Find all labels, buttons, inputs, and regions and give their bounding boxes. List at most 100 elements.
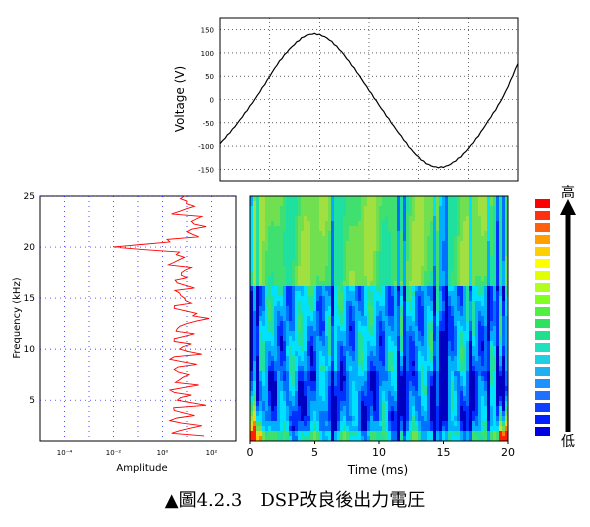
spectrogram-cell bbox=[295, 296, 299, 302]
spectrogram-cell bbox=[400, 351, 404, 357]
spectrogram-cell bbox=[451, 361, 455, 367]
spectrogram-cell bbox=[469, 296, 473, 302]
spectrogram-cell bbox=[301, 371, 305, 377]
spectrogram-cell bbox=[316, 326, 320, 332]
spectrogram-cell bbox=[475, 266, 479, 272]
spectrogram-cell bbox=[313, 226, 317, 232]
spectrogram-cell bbox=[313, 316, 317, 322]
spectrogram-cell bbox=[394, 311, 398, 317]
spectrogram-cell bbox=[331, 356, 335, 362]
spectrogram-cell bbox=[328, 266, 332, 272]
spectrogram-cell bbox=[376, 286, 380, 292]
spectrogram-cell bbox=[397, 226, 401, 232]
spectrogram-cell bbox=[463, 316, 467, 322]
spectrogram-cell bbox=[388, 331, 392, 337]
spectrogram-cell bbox=[490, 391, 494, 397]
spectrogram-cell bbox=[352, 246, 356, 252]
spectrogram-cell bbox=[409, 256, 413, 262]
spectrogram-cell bbox=[265, 296, 269, 302]
spectrogram-cell bbox=[289, 296, 293, 302]
spectrogram-cell bbox=[433, 291, 437, 297]
spectrogram-cell bbox=[271, 346, 275, 352]
spectrogram-cell bbox=[292, 321, 296, 327]
spectrogram-cell bbox=[481, 331, 485, 337]
spectrogram-cell bbox=[472, 261, 476, 267]
spectrogram-cell bbox=[385, 266, 389, 272]
spectrogram-cell bbox=[472, 201, 476, 207]
spectrogram-cell bbox=[382, 396, 386, 402]
spectrogram-cell bbox=[439, 431, 443, 437]
spectrogram-cell bbox=[403, 236, 407, 242]
spectrogram-cell bbox=[262, 341, 266, 347]
spectrogram-cell bbox=[487, 196, 491, 202]
spectrogram-cell bbox=[430, 416, 434, 422]
spectrogram-cell bbox=[292, 296, 296, 302]
spectrogram-cell bbox=[454, 216, 458, 222]
spectrogram-cell bbox=[400, 311, 404, 317]
spectrogram-cell bbox=[307, 236, 311, 242]
spectrogram-cell bbox=[454, 221, 458, 227]
spectrogram-cell bbox=[397, 306, 401, 312]
spectrogram-cell bbox=[481, 346, 485, 352]
spectrogram-cell bbox=[271, 321, 275, 327]
spectrogram-cell bbox=[493, 241, 497, 247]
spectrogram-cell bbox=[382, 226, 386, 232]
spectrogram-cell bbox=[316, 336, 320, 342]
spectrogram-cell bbox=[379, 356, 383, 362]
spectrogram-cell bbox=[340, 421, 344, 427]
spectrogram-cell bbox=[484, 311, 488, 317]
spectrogram-cell bbox=[346, 321, 350, 327]
spectrogram-cell bbox=[424, 421, 428, 427]
spectrogram-cell bbox=[328, 251, 332, 257]
spectrogram-cell bbox=[373, 326, 377, 332]
spectrogram-cell bbox=[370, 331, 374, 337]
spectrogram-cell bbox=[274, 276, 278, 282]
spectrogram-cell bbox=[424, 386, 428, 392]
spectrogram-cell bbox=[454, 196, 458, 202]
spectrogram-cell bbox=[400, 216, 404, 222]
spectrogram-cell bbox=[502, 281, 506, 287]
spectrogram-cell bbox=[382, 271, 386, 277]
spectrogram-cell bbox=[304, 296, 308, 302]
spectrogram-cell bbox=[472, 226, 476, 232]
spectrogram-cell bbox=[277, 206, 281, 212]
spectrogram-cell bbox=[445, 326, 449, 332]
spectrogram-cell bbox=[340, 411, 344, 417]
spectrogram-cell bbox=[328, 291, 332, 297]
spectrogram-cell bbox=[388, 306, 392, 312]
spectrogram-cell bbox=[262, 391, 266, 397]
spectrogram-cell bbox=[406, 261, 410, 267]
spectrogram-cell bbox=[337, 326, 341, 332]
spectrogram-cell bbox=[388, 281, 392, 287]
spectrogram-cell bbox=[403, 286, 407, 292]
spectrogram-cell bbox=[484, 396, 488, 402]
spectrogram-cell bbox=[421, 421, 425, 427]
spectrogram-cell bbox=[481, 406, 485, 412]
spectrogram-cell bbox=[490, 256, 494, 262]
spectrogram-cell bbox=[496, 331, 500, 337]
colorbar: 高 低 bbox=[535, 184, 576, 450]
spectrogram-cell bbox=[379, 291, 383, 297]
spectrogram-cell bbox=[505, 256, 508, 262]
spectrogram-cell bbox=[349, 321, 353, 327]
spectrogram-cell bbox=[382, 291, 386, 297]
spectrogram-cell bbox=[409, 251, 413, 257]
spectrogram-cell bbox=[313, 391, 317, 397]
spectrogram-cell bbox=[298, 346, 302, 352]
spectrogram-cell bbox=[322, 296, 326, 302]
spectrogram-cell bbox=[322, 411, 326, 417]
spectrogram-cell bbox=[325, 356, 329, 362]
spectrogram-cell bbox=[373, 316, 377, 322]
spectrogram-cell bbox=[475, 271, 479, 277]
spectrogram-cell bbox=[367, 311, 371, 317]
spectrogram-cell bbox=[436, 211, 440, 217]
spectrogram-cell bbox=[310, 396, 314, 402]
spectrogram-cell bbox=[277, 216, 281, 222]
spectrogram-cell bbox=[493, 431, 497, 437]
spectrogram-cell bbox=[343, 291, 347, 297]
spectrogram-cell bbox=[493, 306, 497, 312]
spectrogram-cell bbox=[280, 356, 284, 362]
spectrogram-cell bbox=[355, 231, 359, 237]
spectrogram-cell bbox=[292, 356, 296, 362]
spectrogram-cell bbox=[379, 381, 383, 387]
